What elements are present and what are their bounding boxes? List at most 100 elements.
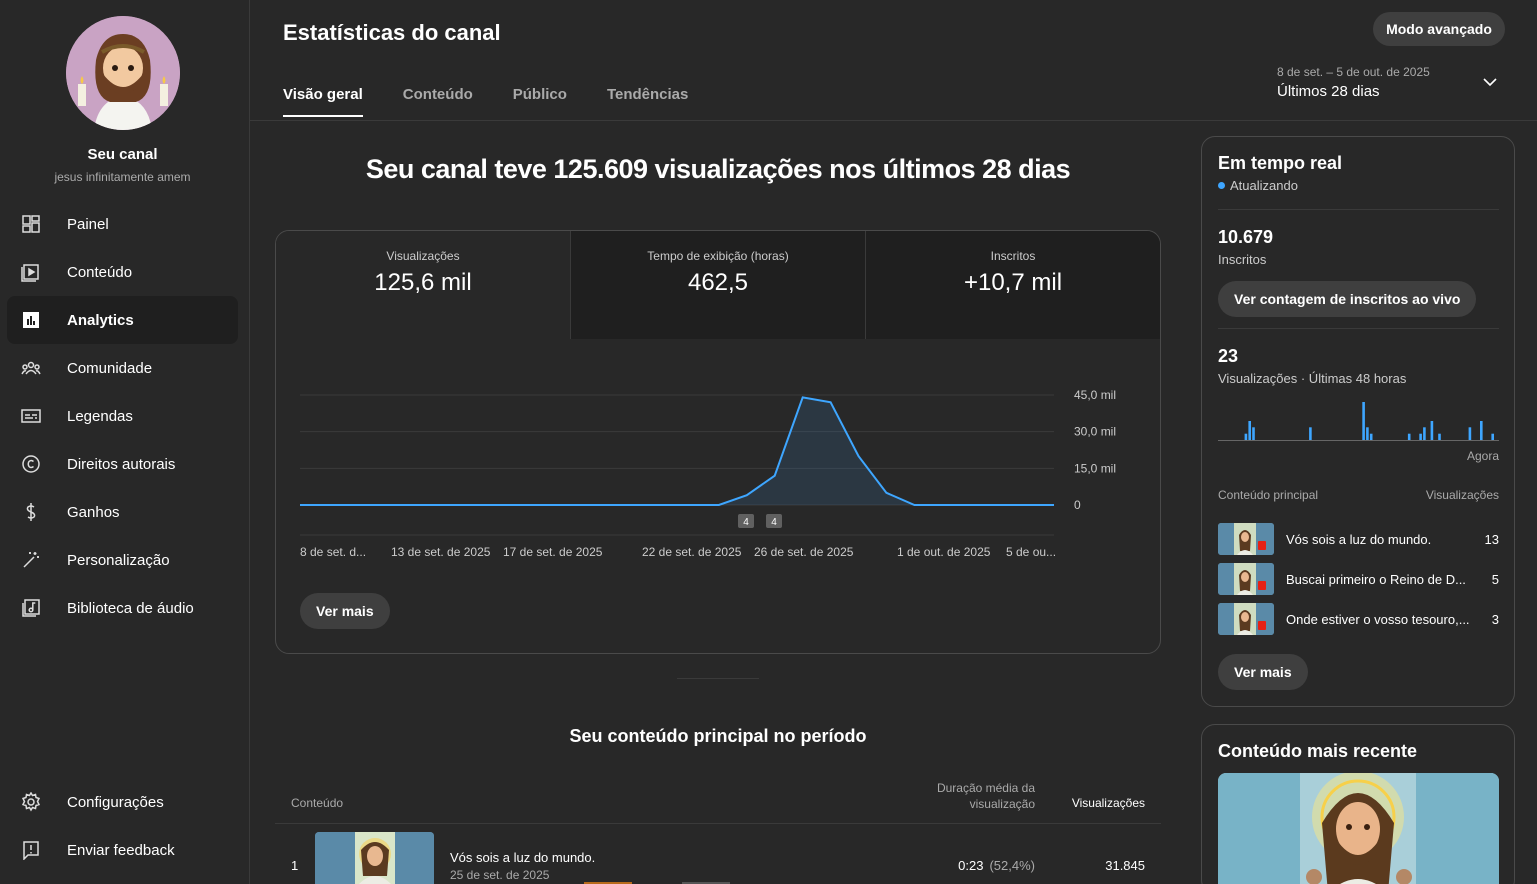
sidebar-item-analytics[interactable]: Analytics — [7, 296, 238, 344]
recent-content-card: Conteúdo mais recente — [1201, 724, 1515, 884]
analytics-icon — [21, 310, 41, 330]
x-tick-label: 26 de set. de 2025 — [754, 545, 854, 559]
video-thumbnail — [1218, 603, 1274, 635]
metric-label: Tempo de exibição (horas) — [647, 249, 789, 263]
table-row-duration: 0:23 (52,4%) — [900, 858, 1035, 873]
x-tick-label: 8 de set. d... — [300, 545, 366, 559]
realtime-status-label: Atualizando — [1230, 178, 1298, 193]
duration-percent: (52,4%) — [989, 858, 1035, 873]
realtime-list-item[interactable]: Buscai primeiro o Reino de D... 5 — [1218, 563, 1499, 595]
tab-conteudo[interactable]: Conteúdo — [402, 86, 473, 103]
sidebar-bottom-nav: Configurações Enviar feedback — [7, 778, 238, 874]
y-tick-label: 15,0 mil — [1074, 461, 1116, 475]
period-selector[interactable]: Últimos 28 dias — [1277, 83, 1380, 100]
gear-icon — [21, 792, 41, 812]
realtime-bar — [1423, 427, 1426, 440]
sidebar-item-painel[interactable]: Painel — [7, 200, 238, 248]
chevron-down-icon[interactable] — [1482, 74, 1498, 95]
header-divider — [250, 120, 1537, 121]
channel-handle: jesus infinitamente amem — [54, 170, 191, 184]
video-thumbnail — [1218, 523, 1274, 555]
table-header-views[interactable]: Visualizações — [1071, 796, 1145, 810]
metric-watch-time[interactable]: Tempo de exibição (horas) 462,5 — [570, 231, 865, 339]
section-divider — [677, 678, 759, 679]
headline: Seu canal teve 125.609 visualizações nos… — [365, 154, 1071, 184]
advanced-mode-button[interactable]: Modo avançado — [1373, 12, 1505, 46]
realtime-item-title: Onde estiver o vosso tesouro,... — [1286, 611, 1469, 627]
sidebar-item-conteudo[interactable]: Conteúdo — [7, 248, 238, 296]
y-tick-label: 0 — [1074, 498, 1081, 512]
realtime-item-views: 5 — [1491, 571, 1499, 587]
realtime-bar — [1407, 433, 1411, 440]
live-subscriber-count-button[interactable]: Ver contagem de inscritos ao vivo — [1218, 281, 1477, 317]
realtime-bar-chart[interactable] — [1218, 399, 1499, 441]
metric-value: 125,6 mil — [374, 269, 472, 296]
period-range[interactable]: 8 de set. – 5 de out. de 2025 — [1277, 65, 1430, 79]
realtime-list-item[interactable]: Vós sois a luz do mundo. 13 — [1218, 523, 1499, 555]
sidebar-item-label: Conteúdo — [67, 263, 133, 281]
realtime-see-more-button[interactable]: Ver mais — [1218, 654, 1308, 690]
subtitles-icon — [21, 406, 41, 426]
realtime-bar — [1362, 402, 1365, 440]
metric-views[interactable]: Visualizações 125,6 mil — [276, 231, 570, 339]
duration-value: 0:23 — [958, 858, 984, 873]
realtime-item-views: 13 — [1484, 531, 1499, 547]
content-icon — [21, 262, 41, 282]
sidebar-item-legendas[interactable]: Legendas — [7, 392, 238, 440]
sidebar-item-label: Personalização — [67, 551, 170, 569]
sidebar-item-label: Biblioteca de áudio — [67, 599, 194, 617]
page-title: Estatísticas do canal — [283, 20, 501, 45]
top-content-title: Seu conteúdo principal no período — [569, 726, 867, 746]
copyright-icon — [21, 454, 41, 474]
series-area — [300, 397, 1054, 505]
sidebar-item-enviar-feedback[interactable]: Enviar feedback — [7, 826, 238, 874]
sidebar-item-direitos-autorais[interactable]: Direitos autorais — [7, 440, 238, 488]
realtime-bar — [1369, 433, 1373, 440]
recent-video-thumbnail[interactable] — [1218, 773, 1499, 884]
sidebar-item-biblioteca-de-audio[interactable]: Biblioteca de áudio — [7, 584, 238, 632]
table-divider — [275, 823, 1161, 824]
sidebar-item-personalizacao[interactable]: Personalização — [7, 536, 238, 584]
channel-avatar[interactable] — [66, 16, 180, 130]
sidebar-item-comunidade[interactable]: Comunidade — [7, 344, 238, 392]
realtime-subscribers: 10.679 — [1218, 227, 1274, 247]
realtime-bar — [1438, 433, 1441, 440]
realtime-list-item[interactable]: Onde estiver o vosso tesouro,... 3 — [1218, 603, 1499, 635]
see-more-button[interactable]: Ver mais — [300, 593, 390, 629]
x-tick-label: 22 de set. de 2025 — [642, 545, 742, 559]
metric-subscribers[interactable]: Inscritos +10,7 mil — [865, 231, 1160, 339]
sidebar-item-ganhos[interactable]: Ganhos — [7, 488, 238, 536]
y-tick-label: 30,0 mil — [1074, 425, 1116, 439]
realtime-bar — [1430, 421, 1434, 440]
realtime-subscribers-label: Inscritos — [1218, 252, 1267, 267]
realtime-bar — [1248, 421, 1251, 440]
table-row-views: 31.845 — [1105, 858, 1145, 873]
tab-publico[interactable]: Público — [512, 86, 567, 103]
realtime-views-label: Visualizações · Últimas 48 horas — [1218, 371, 1407, 386]
sidebar-item-label: Comunidade — [67, 359, 153, 377]
sidebar-item-configuracoes[interactable]: Configurações — [7, 778, 238, 826]
tab-visao-geral[interactable]: Visão geral — [283, 86, 363, 117]
realtime-bar — [1309, 427, 1312, 440]
y-tick-label: 45,0 mil — [1074, 388, 1116, 402]
feedback-icon — [21, 840, 41, 860]
channel-name: Seu canal — [87, 146, 158, 163]
sidebar: Seu canal jesus infinitamente amem Paine… — [0, 0, 250, 884]
metric-label: Inscritos — [990, 249, 1036, 263]
metric-label: Visualizações — [386, 249, 460, 263]
table-header-duration[interactable]: Duração média da visualização — [936, 781, 1035, 811]
tab-tendencias[interactable]: Tendências — [606, 86, 689, 103]
realtime-bar — [1366, 427, 1369, 440]
x-tick-label: 13 de set. de 2025 — [391, 545, 491, 559]
table-row-rank: 1 — [291, 858, 299, 873]
sidebar-nav: Painel Conteúdo Analytics Comunidade Leg… — [7, 200, 238, 632]
table-row-title[interactable]: Vós sois a luz do mundo. — [450, 850, 596, 865]
realtime-header-content: Conteúdo principal — [1218, 488, 1319, 502]
realtime-item-title: Vós sois a luz do mundo. — [1286, 531, 1432, 547]
realtime-item-title: Buscai primeiro o Reino de D... — [1286, 571, 1466, 587]
views-chart[interactable]: 45,0 mil 30,0 mil 15,0 mil 0 4 4 8 de set. d..… — [276, 339, 1161, 589]
sidebar-item-label: Enviar feedback — [67, 841, 175, 859]
community-icon — [21, 358, 41, 378]
series-line — [300, 396, 1054, 506]
video-thumbnail[interactable] — [315, 832, 434, 884]
